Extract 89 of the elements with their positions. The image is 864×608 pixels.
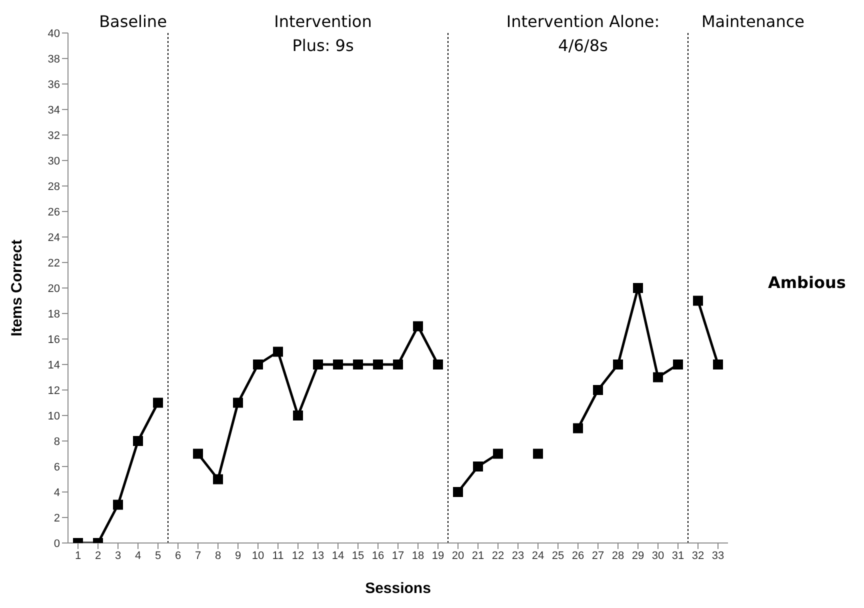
x-tick-label: 16 — [372, 550, 384, 562]
point — [673, 360, 683, 370]
point — [233, 398, 243, 408]
y-tick-label: 32 — [48, 130, 60, 142]
x-tick-label: 2 — [94, 550, 102, 562]
x-tick-label: 23 — [512, 550, 524, 562]
x-tick-label: 8 — [214, 550, 222, 562]
x-tick-label: 24 — [532, 550, 544, 562]
point — [413, 321, 423, 332]
y-tick-label: 10 — [48, 410, 60, 422]
x-tick-label: 20 — [452, 550, 464, 562]
point — [273, 346, 283, 357]
x-tick-label: 22 — [492, 550, 504, 562]
point — [453, 487, 463, 497]
annotation: Intervention Alone: 4/6/8s — [505, 11, 661, 57]
x-tick-label: 33 — [712, 550, 724, 562]
text: Ambious — [768, 272, 846, 292]
x-tick-label: 27 — [592, 550, 604, 562]
x-tick-label: 11 — [272, 550, 284, 562]
x-tick-label: 9 — [234, 550, 242, 562]
y-tick-label: 34 — [48, 104, 60, 116]
y-tick-label: 12 — [48, 384, 60, 397]
x-tick-label: 28 — [612, 550, 624, 562]
point — [373, 360, 383, 370]
x-tick-label: 26 — [572, 550, 584, 562]
x-tick-label: 21 — [472, 550, 484, 562]
point — [473, 462, 483, 472]
y-tick-label: 16 — [48, 334, 60, 346]
point — [193, 448, 203, 459]
x-tick-label: 3 — [114, 550, 122, 562]
point — [113, 500, 123, 510]
x-tick-label: 15 — [352, 550, 364, 562]
x-tick-label: 32 — [692, 550, 704, 562]
y-tick-label: 6 — [54, 461, 60, 474]
x-tick-label: 31 — [672, 550, 684, 562]
annotation: Intervention Plus: 9s — [273, 11, 373, 57]
point — [633, 283, 643, 293]
y-tick-label: 28 — [48, 180, 60, 193]
x-tick-label: 12 — [292, 550, 304, 562]
x-tick-label: 17 — [392, 550, 404, 562]
point — [333, 360, 343, 370]
y-tick-label: 36 — [48, 78, 60, 91]
y-tick-label: 38 — [48, 53, 60, 66]
x-axis-title: Sessions — [365, 580, 431, 597]
text: Maintenance — [701, 12, 805, 31]
y-tick-label: 0 — [54, 538, 60, 550]
point — [253, 360, 263, 370]
x-tick-label: 30 — [652, 550, 664, 562]
point — [353, 360, 363, 370]
y-tick-label: 24 — [48, 232, 60, 244]
point — [293, 410, 303, 420]
x-tick-label: 7 — [194, 550, 202, 562]
point — [593, 385, 603, 395]
y-axis-title: Items Correct — [8, 240, 26, 336]
x-tick-label: 5 — [154, 550, 162, 562]
x-tick-label: 6 — [174, 550, 182, 562]
x-tick-label: 1 — [74, 550, 82, 562]
point — [493, 448, 503, 459]
y-tick-label: 8 — [54, 436, 60, 448]
point — [573, 423, 583, 434]
y-tick-label: 22 — [48, 257, 60, 270]
x-tick-label: 19 — [432, 550, 444, 562]
y-tick-label: 2 — [54, 512, 60, 524]
y-tick-label: 14 — [48, 359, 60, 372]
point — [713, 360, 723, 370]
x-tick-label: 18 — [412, 550, 424, 562]
point — [133, 436, 143, 446]
y-tick-label: 26 — [48, 206, 60, 218]
x-tick-label: 13 — [312, 550, 324, 562]
y-tick-label: 4 — [54, 486, 60, 499]
point — [613, 360, 623, 370]
point — [533, 448, 543, 459]
y-tick-label: 30 — [48, 155, 60, 168]
point — [153, 398, 163, 408]
point — [313, 360, 323, 370]
x-tick-label: 29 — [632, 550, 644, 562]
x-tick-label: 4 — [134, 550, 142, 562]
x-tick-label: 25 — [552, 550, 564, 562]
point — [393, 360, 403, 370]
text: Baseline — [99, 12, 167, 31]
point — [213, 474, 223, 484]
y-tick-label: 18 — [48, 308, 60, 320]
y-tick-label: 20 — [48, 282, 60, 295]
point — [693, 296, 703, 306]
x-tick-label: 10 — [252, 550, 264, 562]
y-tick-label: 40 — [48, 28, 60, 40]
point — [433, 360, 443, 370]
point — [653, 372, 663, 382]
x-tick-label: 14 — [332, 550, 344, 562]
